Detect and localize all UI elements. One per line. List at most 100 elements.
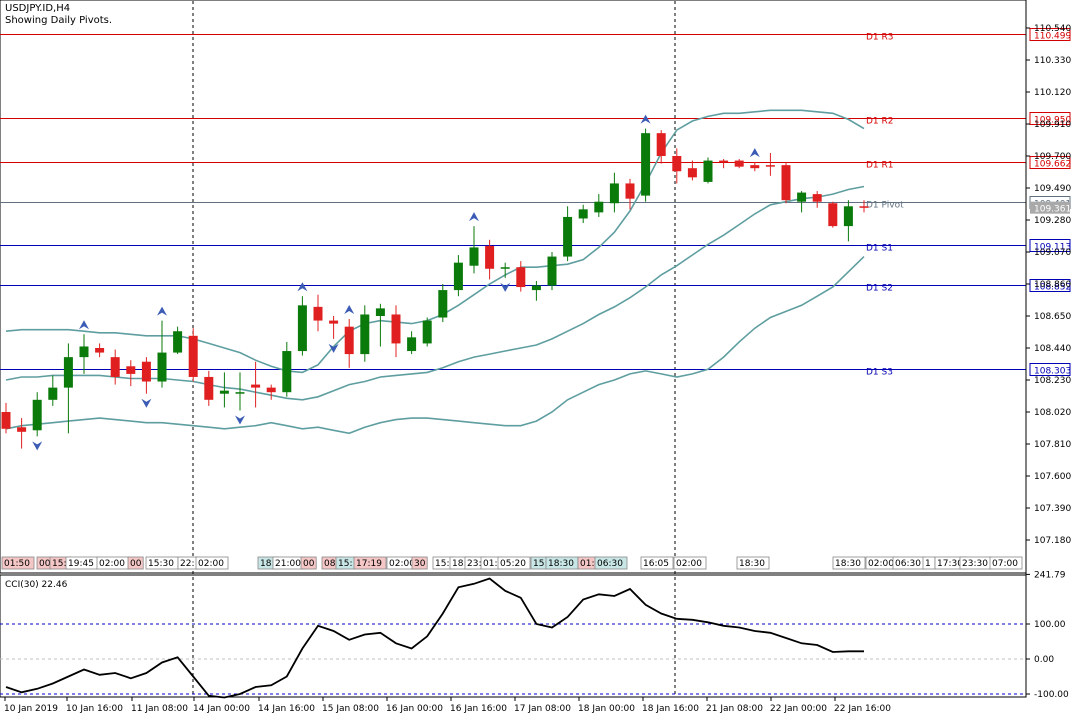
time-axis-label: 10 Jan 2019 <box>4 704 58 714</box>
candle <box>828 201 838 228</box>
candle <box>843 200 853 242</box>
cci-tick-label: 0.00 <box>1034 655 1054 665</box>
candle <box>391 305 401 358</box>
pivot-price-badge <box>1029 112 1071 125</box>
candle <box>1 402 11 434</box>
pivot-price-text: 108.852 <box>1034 283 1071 293</box>
time-badge-text: 02:00 <box>676 559 702 569</box>
time-badge <box>736 556 770 570</box>
time-badge-text: 21:00 <box>275 559 301 569</box>
candle <box>141 357 151 394</box>
time-axis-label: 10 Jan 16:00 <box>66 704 123 714</box>
price-tick-label: 109.070 <box>1034 248 1071 258</box>
candle-body <box>531 285 541 291</box>
candle-body <box>516 267 526 288</box>
time-badge-text: 02:00 <box>99 559 125 569</box>
candle <box>188 328 198 382</box>
price-axis[interactable]: 110.540 110.330 110.120 109.910 109.700 109.4… <box>1025 0 1071 697</box>
fractal-down-arrow <box>328 343 339 353</box>
pivot-price-badge <box>1029 279 1071 292</box>
pivot-label: D1 S1 <box>866 244 893 254</box>
candle-body <box>157 352 167 382</box>
time-badge <box>300 556 317 570</box>
candle-body <box>781 165 791 201</box>
candle <box>765 152 775 176</box>
time-badge-text: 15: <box>52 559 66 569</box>
time-badge-text: 18:30 <box>835 559 861 569</box>
candle <box>859 200 869 213</box>
price-tick-label: 109.280 <box>1034 216 1071 226</box>
candle-body <box>828 203 838 227</box>
price-tick-label: 108.650 <box>1034 312 1071 322</box>
cci-line <box>5 577 864 699</box>
candle <box>641 128 651 202</box>
time-badge <box>832 556 866 570</box>
pivot-price-text: 109.113 <box>1034 243 1071 253</box>
candle-body <box>48 387 58 400</box>
fractal-up-arrow <box>469 212 479 222</box>
time-badge-text: 06:30 <box>597 559 623 569</box>
pivot-price-badge <box>1029 28 1071 41</box>
candle <box>656 130 666 164</box>
candle-body <box>843 206 853 227</box>
candle <box>485 239 495 280</box>
time-badge-text: 17:30 <box>937 559 963 569</box>
candle-body <box>344 326 354 355</box>
time-axis-label: 18 Jan 16:00 <box>642 704 699 714</box>
candle-body <box>625 183 635 199</box>
current-price-badge <box>1030 201 1070 214</box>
candle-body <box>79 346 89 358</box>
time-badge-text: 01: <box>483 559 497 569</box>
candle-body <box>313 306 323 321</box>
candle <box>781 162 791 204</box>
fractal-down-arrow <box>141 398 152 408</box>
candle-body <box>485 245 495 269</box>
price-tick-label: 109.700 <box>1034 152 1071 162</box>
current-price-text: 109.361 <box>1034 205 1071 215</box>
time-badge-text: 22: <box>180 559 194 569</box>
fractal-down-arrow <box>500 282 511 292</box>
candle <box>95 343 105 358</box>
candle <box>812 191 822 208</box>
candle-body <box>173 331 183 353</box>
candle-body <box>1 412 11 429</box>
pivot-label: D1 R3 <box>866 33 894 43</box>
candles <box>1 128 869 449</box>
time-axis[interactable]: 10 Jan 2019 10 Jan 16:00 11 Jan 08:00 14 Ja… <box>4 697 891 714</box>
candle <box>594 194 604 217</box>
candle <box>500 262 510 278</box>
candle <box>734 159 744 169</box>
time-badge <box>353 556 387 570</box>
candle-body <box>641 133 651 196</box>
candle <box>375 303 385 347</box>
pivot-lines: D1 R3 110.499 D1 R2 109.950 D1 R1 109.662 D1 P… <box>0 28 1071 378</box>
candle <box>625 178 635 210</box>
candle <box>422 317 432 347</box>
time-badge-text: 18: <box>260 559 274 569</box>
candle-body <box>750 165 760 169</box>
time-badge-text: 00 <box>39 559 51 569</box>
price-tick-label: 109.910 <box>1034 120 1071 130</box>
candle-body <box>266 387 276 393</box>
cci-label: CCI(30) 22.46 <box>5 580 68 590</box>
pivot-price-text: 110.499 <box>1034 32 1071 42</box>
candle <box>609 172 619 213</box>
pivot-subtitle: Showing Daily Pivots. <box>5 15 113 26</box>
candle <box>219 372 229 408</box>
candle-body <box>687 168 697 178</box>
candle <box>719 159 729 169</box>
time-badge-text: 1 <box>925 559 931 569</box>
price-tick-label: 110.330 <box>1034 56 1071 66</box>
price-tick-label: 109.490 <box>1034 184 1071 194</box>
candle-body <box>17 427 27 432</box>
candle-body <box>219 390 229 394</box>
time-badge-text: 01: <box>580 559 594 569</box>
candle-body <box>469 247 479 266</box>
candle <box>563 206 573 262</box>
time-axis-label: 15 Jan 08:00 <box>322 704 379 714</box>
pivot-price-badge <box>1029 363 1071 376</box>
price-tick-label: 110.540 <box>1034 24 1071 34</box>
candle-body <box>500 267 510 269</box>
candle-body <box>251 384 261 388</box>
